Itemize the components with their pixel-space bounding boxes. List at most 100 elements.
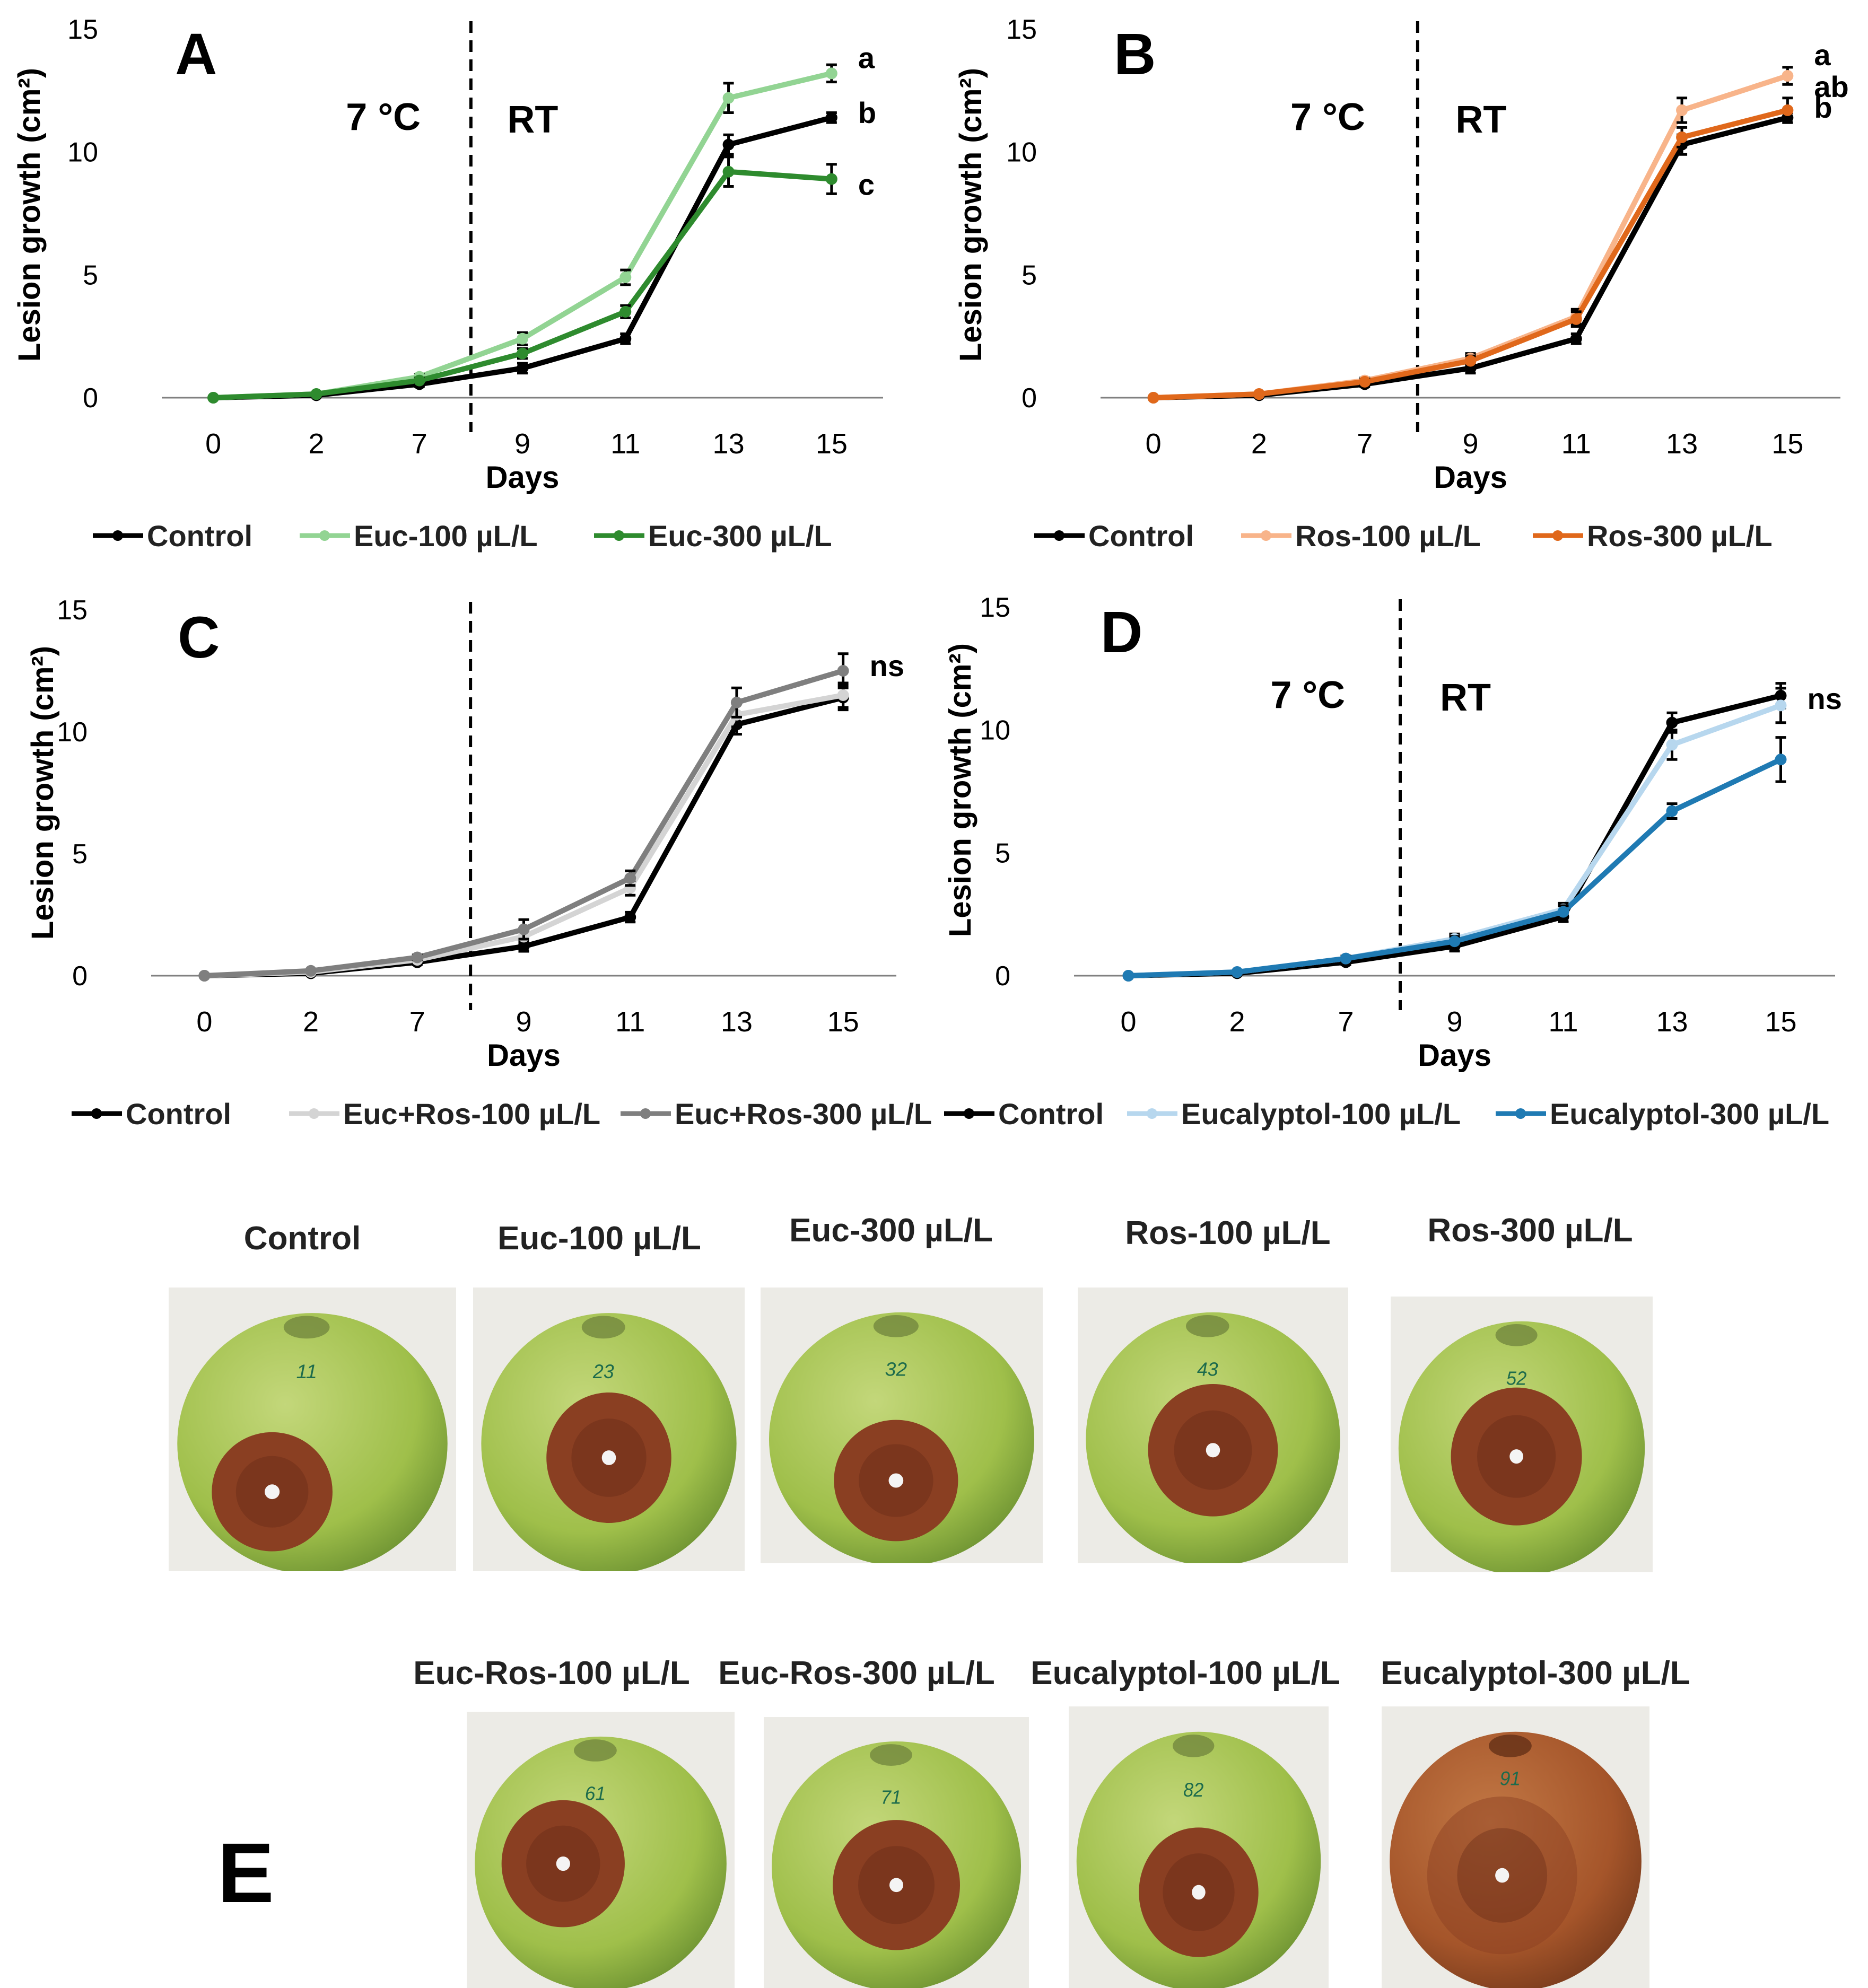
data-point <box>825 173 837 185</box>
apple-stem-cavity <box>873 1315 919 1337</box>
legend-label: Eucalyptol-300 µL/L <box>1550 1097 1829 1131</box>
legend-swatch-marker <box>964 1108 974 1119</box>
y-tick-label: 0 <box>83 383 98 414</box>
chart-panel-a: 0 5 10 15 0 2 7 9 11 13 15 Days Lesion growth (cm²) A… <box>12 14 883 553</box>
x-tick-label: 9 <box>1446 1006 1462 1038</box>
apple-stem-cavity <box>581 1316 625 1339</box>
x-tick-label: 7 <box>412 428 427 460</box>
row1-caption: Ros-100 µL/L <box>1125 1215 1331 1251</box>
legend-swatch-marker <box>112 530 123 541</box>
legend-swatch-marker <box>614 530 624 541</box>
data-point <box>518 923 530 935</box>
data-point <box>825 67 837 80</box>
data-point <box>624 911 636 923</box>
row2-photo: 82 <box>1069 1706 1329 1988</box>
annotation-cold: 7 °C <box>1270 674 1345 716</box>
apple-image: 11 <box>169 1288 456 1571</box>
legend-label: Control <box>1088 519 1194 553</box>
data-point <box>517 332 528 345</box>
data-point <box>517 347 528 360</box>
legend-label: Eucalyptol-100 µL/L <box>1181 1097 1461 1131</box>
row2-caption: Euc-Ros-300 µL/L <box>718 1655 995 1692</box>
legend: Control Euc+Ros-100 µL/L Euc+Ros-300 µL/L <box>72 1097 932 1131</box>
data-point <box>1676 104 1688 116</box>
row2-photo: 61 <box>467 1712 735 1988</box>
row1-photo: 32 <box>761 1288 1043 1563</box>
data-point <box>1448 935 1461 948</box>
x-tick-label: 13 <box>713 428 745 460</box>
data-point <box>619 332 632 345</box>
row2-caption: Euc-Ros-100 µL/L <box>413 1655 690 1692</box>
annotation-cold: 7 °C <box>346 96 421 138</box>
apple-image: 52 <box>1391 1297 1653 1572</box>
row1-caption: Euc-300 µL/L <box>789 1212 993 1249</box>
significance-label: a <box>858 41 875 74</box>
data-point <box>1122 970 1134 982</box>
apple-stem-cavity <box>1489 1735 1532 1757</box>
data-point <box>1666 739 1678 751</box>
legend-label: Ros-300 µL/L <box>1587 519 1773 553</box>
row1-photo: 43 <box>1078 1288 1348 1563</box>
x-tick-label: 15 <box>816 428 848 460</box>
chart-panel-d: 0 5 10 15 0 2 7 9 11 13 15 Days Lesion growth (cm²) D… <box>943 592 1842 1131</box>
significance-label: c <box>858 168 875 202</box>
panel-label: C <box>178 605 220 670</box>
data-point <box>517 362 528 374</box>
x-tick-label: 15 <box>1765 1006 1796 1038</box>
y-tick-label: 5 <box>995 838 1010 869</box>
data-point <box>619 305 632 318</box>
y-axis-label: Lesion growth (cm²) <box>943 643 977 937</box>
x-tick-label: 2 <box>308 428 324 460</box>
data-point <box>310 388 322 400</box>
apple-number: 91 <box>1500 1767 1521 1790</box>
legend-label: Euc-100 µL/L <box>354 519 538 553</box>
significance-label: b <box>1814 91 1832 124</box>
apple-stem-cavity <box>1495 1324 1538 1346</box>
apple-number: 23 <box>592 1360 614 1382</box>
x-tick-label: 13 <box>721 1006 753 1038</box>
apple-image: 71 <box>764 1717 1029 1988</box>
x-tick-label: 0 <box>1120 1006 1136 1038</box>
legend-label: Euc+Ros-100 µL/L <box>343 1097 600 1131</box>
legend-swatch-marker <box>1552 530 1563 541</box>
data-point <box>730 696 743 708</box>
legend-label: Control <box>998 1097 1104 1131</box>
data-point <box>624 872 636 884</box>
chart-panel-b: 0 5 10 15 0 2 7 9 11 13 15 Days Lesion growth (cm²) B… <box>954 14 1849 553</box>
legend-swatch-marker <box>319 530 330 541</box>
row2-photo: 91 <box>1382 1706 1649 1988</box>
data-point <box>1570 313 1582 325</box>
x-tick-label: 15 <box>827 1006 859 1038</box>
data-point <box>825 111 837 124</box>
row2-photo: 71 <box>764 1717 1029 1988</box>
data-point <box>619 271 632 283</box>
y-tick-label: 10 <box>67 137 98 168</box>
x-tick-label: 0 <box>205 428 221 460</box>
data-point <box>207 392 220 404</box>
apple-stem-cavity <box>283 1316 330 1339</box>
y-tick-label: 0 <box>1022 383 1037 414</box>
panel-label-e: E <box>217 1825 274 1920</box>
legend-swatch-marker <box>1147 1108 1157 1119</box>
legend-swatch-marker <box>309 1108 319 1119</box>
x-tick-label: 0 <box>196 1006 212 1038</box>
legend-swatch-marker <box>1261 530 1271 541</box>
y-tick-label: 10 <box>980 715 1010 746</box>
data-point <box>722 92 735 104</box>
x-tick-label: 2 <box>303 1006 319 1038</box>
y-tick-label: 0 <box>995 961 1010 992</box>
panel-label: B <box>1114 22 1156 87</box>
legend-swatch-marker <box>1054 530 1064 541</box>
legend: Control Eucalyptol-100 µL/L Eucalyptol-300… <box>944 1097 1829 1131</box>
y-tick-label: 0 <box>72 961 88 992</box>
x-tick-label: 11 <box>610 428 640 460</box>
legend-label: Control <box>147 519 252 553</box>
x-tick-label: 11 <box>1561 428 1591 460</box>
data-point <box>1775 754 1787 766</box>
apple-stem-cavity <box>574 1739 617 1762</box>
data-point <box>1359 375 1371 388</box>
apple-stem-cavity <box>870 1744 912 1766</box>
charts-canvas: 0 5 10 15 0 2 7 9 11 13 15 Days Lesion growth (cm²) A… <box>12 14 1849 1131</box>
data-point <box>1147 392 1159 404</box>
row1-caption: Ros-300 µL/L <box>1427 1212 1633 1249</box>
